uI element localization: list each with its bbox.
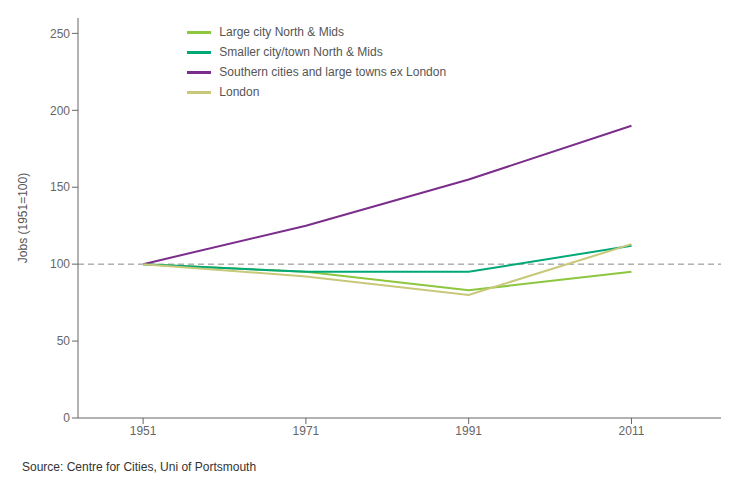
html-text:Southern cities and large town: Southern cities and large towns ex Londo… xyxy=(219,65,447,79)
svg-text:2011: 2011 xyxy=(619,424,645,438)
svg-text:50: 50 xyxy=(57,334,71,348)
svg-text:1971: 1971 xyxy=(293,424,320,438)
svg-text:200: 200 xyxy=(50,104,70,118)
svg-text:250: 250 xyxy=(50,27,70,41)
svg-text:1951: 1951 xyxy=(130,424,157,438)
html-text:London: London xyxy=(219,85,260,99)
html-text:Smaller city/town North & Mids: Smaller city/town North & Mids xyxy=(219,45,383,59)
html-text:Large city North & Mids: Large city North & Mids xyxy=(219,25,344,39)
html-text:Source: Centre for Cities, Uni: Source: Centre for Cities, Uni of Portsm… xyxy=(22,460,257,474)
svg-text:Jobs (1951=100): Jobs (1951=100) xyxy=(16,173,30,263)
svg-text:0: 0 xyxy=(63,411,70,425)
svg-text:150: 150 xyxy=(50,180,70,194)
svg-text:100: 100 xyxy=(50,257,70,271)
svg-text:1991: 1991 xyxy=(455,424,482,438)
